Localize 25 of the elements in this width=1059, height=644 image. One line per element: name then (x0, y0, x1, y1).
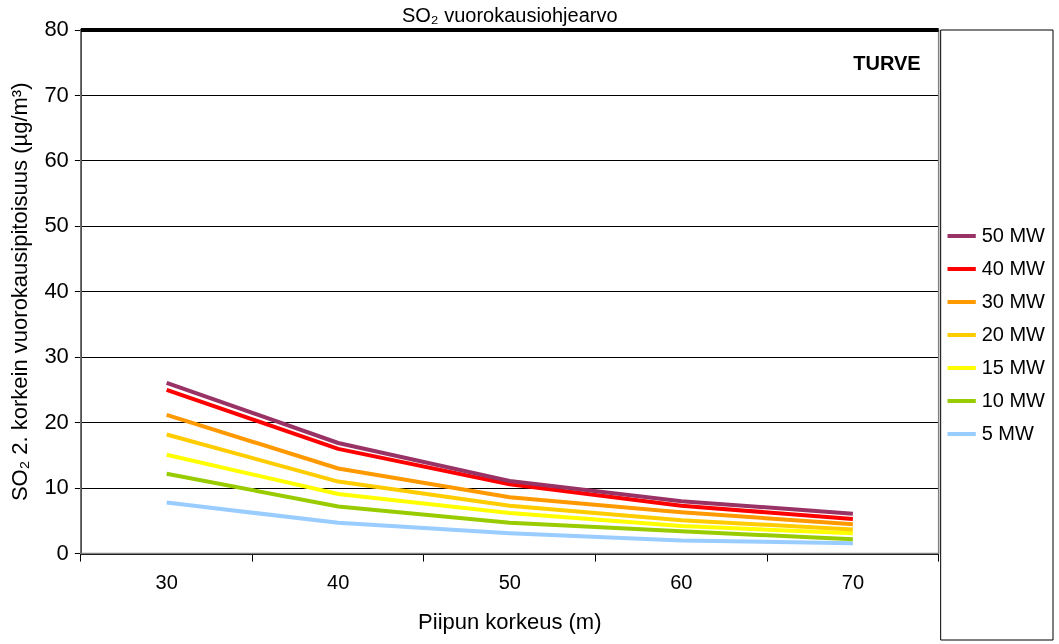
y-tick-label: 60 (44, 146, 69, 172)
y-tick-label: 50 (44, 212, 69, 238)
x-tick-label: 70 (841, 571, 865, 594)
x-tick-label: 40 (327, 571, 350, 594)
legend-label: 50 MW (981, 223, 1046, 246)
legend-label: 5 MW (981, 421, 1034, 444)
y-tick-label: 80 (44, 16, 69, 42)
x-tick-label: 60 (670, 571, 693, 594)
y-tick-label: 10 (44, 474, 69, 500)
y-tick-label: 30 (44, 343, 69, 369)
y-tick-label: 0 (56, 539, 69, 565)
annotation: TURVE (853, 51, 921, 74)
legend-label: 15 MW (981, 355, 1046, 378)
legend-label: 30 MW (981, 289, 1046, 312)
x-tick-label: 50 (498, 571, 521, 594)
legend-label: 10 MW (981, 388, 1046, 411)
legend-label: 20 MW (981, 322, 1046, 345)
x-tick-label: 30 (155, 571, 178, 594)
legend-label: 40 MW (981, 256, 1046, 279)
x-axis-title: Piipun korkeus (m) (418, 608, 602, 634)
y-tick-label: 20 (44, 408, 69, 434)
y-axis-title: SO₂ 2. korkein vuorokausipitoisuus (µg/m³) (7, 82, 33, 502)
y-tick-label: 70 (44, 81, 69, 107)
ref-line-label: SO₂ vuorokausiohjearvo (401, 3, 618, 26)
y-tick-label: 40 (44, 277, 69, 303)
